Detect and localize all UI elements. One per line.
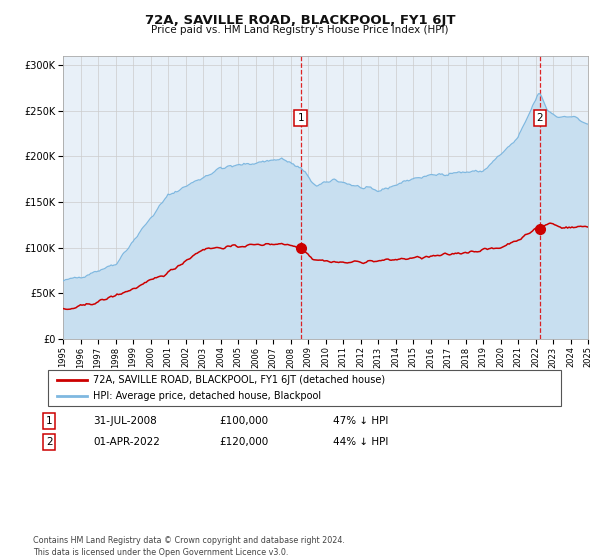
Text: 72A, SAVILLE ROAD, BLACKPOOL, FY1 6JT: 72A, SAVILLE ROAD, BLACKPOOL, FY1 6JT <box>145 14 455 27</box>
Text: 72A, SAVILLE ROAD, BLACKPOOL, FY1 6JT (detached house): 72A, SAVILLE ROAD, BLACKPOOL, FY1 6JT (d… <box>93 375 385 385</box>
Text: £100,000: £100,000 <box>219 416 268 426</box>
Text: 01-APR-2022: 01-APR-2022 <box>93 437 160 447</box>
Text: 2: 2 <box>536 113 543 123</box>
Text: 44% ↓ HPI: 44% ↓ HPI <box>333 437 388 447</box>
Text: £120,000: £120,000 <box>219 437 268 447</box>
Text: 1: 1 <box>298 113 304 123</box>
Text: Price paid vs. HM Land Registry's House Price Index (HPI): Price paid vs. HM Land Registry's House … <box>151 25 449 35</box>
Text: Contains HM Land Registry data © Crown copyright and database right 2024.
This d: Contains HM Land Registry data © Crown c… <box>33 536 345 557</box>
Text: 47% ↓ HPI: 47% ↓ HPI <box>333 416 388 426</box>
Text: HPI: Average price, detached house, Blackpool: HPI: Average price, detached house, Blac… <box>93 391 321 401</box>
Text: 1: 1 <box>46 416 53 426</box>
Text: 2: 2 <box>46 437 53 447</box>
Text: 31-JUL-2008: 31-JUL-2008 <box>93 416 157 426</box>
